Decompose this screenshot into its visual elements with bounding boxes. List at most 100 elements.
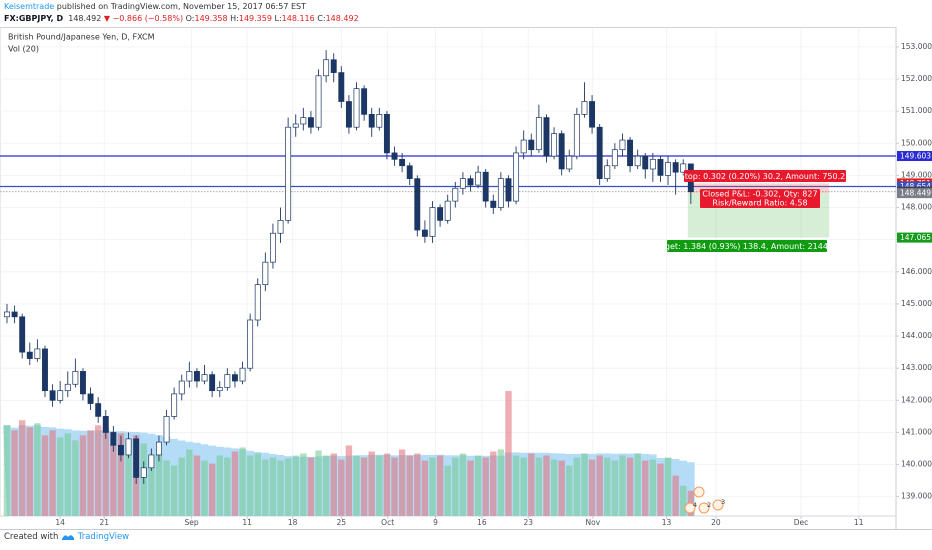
candle-body [627,139,634,167]
volume-bar [680,485,687,516]
volume-bar [117,433,125,516]
volume-bar [163,460,170,516]
candle-body [247,319,254,369]
created: Created with [4,532,59,542]
y-tick-label: 141.000 [901,427,932,436]
volume-bar [56,437,64,516]
candle-body [26,351,33,359]
pnl-label: Closed P&L: -0.302, Qty: 827 [702,190,817,199]
volume-bar [102,427,109,516]
price-label-box [897,188,932,199]
volume-bar [573,457,581,516]
candle-body [391,152,398,160]
candle-body [642,155,649,170]
candle-body [573,114,580,157]
candle-body [619,139,626,151]
y-tick-label: 149.000 [901,170,932,179]
y-tick-label: 145.000 [901,299,932,308]
candle-body [361,88,368,115]
volume-bar [452,457,459,516]
volume-bar [376,455,383,516]
candle-body [482,171,489,202]
price-label: 148.654 [900,182,931,191]
candle-body [148,454,155,469]
candle-body [505,178,512,202]
close: 148.492 [325,14,359,23]
candle-body [277,220,284,234]
candle-body [672,162,679,173]
volume-bar [72,440,79,516]
candle-body [528,139,535,151]
candle-body [634,155,641,167]
x-tick-label: 14 [55,518,65,527]
candle-body [513,152,520,202]
candle-body [399,158,406,167]
candle-body [368,114,375,128]
volume-bar [626,457,634,516]
event-count: 3 [721,498,725,506]
volume-bar [216,455,223,516]
x-tick-label: Oct [381,518,394,527]
volume-bar [566,465,573,516]
candle-body [429,207,436,237]
volume-bar [186,449,193,516]
x-tick-label: 25 [337,518,347,527]
volume-bar [208,463,216,516]
candle-body [42,348,48,392]
candle-body [209,374,216,392]
volume-bar [642,460,649,516]
volume-bar [49,430,56,516]
candle-body [64,383,71,392]
price-label: 147.065 [900,233,931,242]
candle-body [102,416,109,433]
volume-bar [512,455,520,516]
candle-body [4,311,10,318]
candle-body [57,390,64,401]
x-tick-label: Sep [185,518,199,527]
volume-bar [528,453,535,516]
candle-body [566,155,573,170]
stop-label: Stop: 0.302 (0.20%) 30.2, Amount: 750.25 [680,172,851,181]
price-label-box [897,151,932,162]
volume-bar [459,453,467,516]
stop-zone [687,183,830,194]
volume-bar [581,453,588,516]
candle-body [224,374,231,388]
volume-bar [330,453,337,516]
candle-body [239,367,246,382]
candle-body [193,371,200,382]
c-label: C: [317,14,326,23]
volume-bar [672,475,679,516]
volume-bar [383,453,391,516]
price-label-box [897,232,932,243]
volume-bar [125,440,132,516]
candle-body [300,117,307,125]
candle-body [140,467,147,478]
change: −0.866 (−0.58%) [112,14,184,23]
symbol: FX:GBPJPY, D [4,14,64,23]
candle-body [452,187,459,202]
volume-bar [201,460,208,516]
candle-body [110,432,117,446]
candle-body [406,165,413,179]
y-tick-label: 146.000 [901,267,932,276]
candle-body [376,114,383,128]
candle-body [49,390,56,401]
price-label: 149.603 [900,152,931,161]
candle-body [315,75,322,128]
candle-body [551,133,558,157]
volume-bar [360,457,368,516]
candle-body [649,158,656,170]
pnl-box [700,189,820,208]
candle-body [178,380,185,395]
volume-bar [345,445,353,516]
volume-bar [18,420,26,516]
volume-bar [170,465,178,516]
candle-body [262,261,269,286]
volume-bar [34,423,41,516]
volume-bar [292,455,299,516]
l-label: L: [274,14,282,23]
volume-bar [596,455,603,516]
volume-bar [558,460,565,516]
